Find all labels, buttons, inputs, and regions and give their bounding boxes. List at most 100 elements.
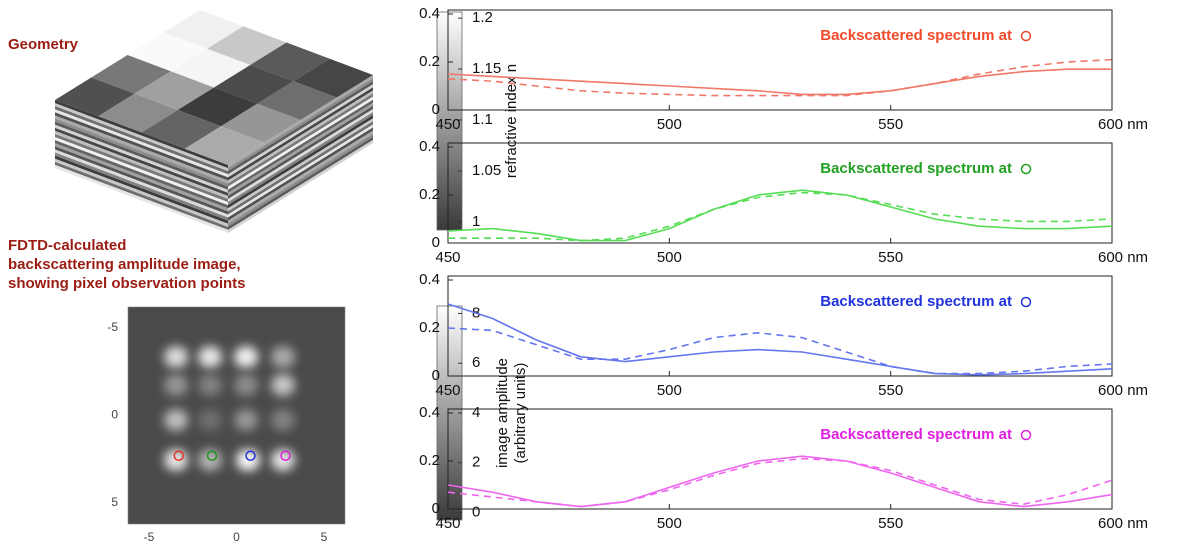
spectrum-line	[447, 457, 1113, 508]
panel-label: backscattering amplitude image,	[8, 256, 241, 273]
observation-point	[173, 450, 184, 461]
y-tick-label: 0	[111, 408, 118, 422]
colorbar	[436, 11, 463, 231]
side-stripe	[55, 152, 228, 221]
side-stripe	[228, 84, 373, 178]
image-blob	[164, 409, 188, 431]
annotation-marker	[1020, 30, 1032, 42]
x-tick-label: 500	[657, 382, 682, 399]
side-stripe	[228, 118, 373, 212]
x-tick-label: 550	[878, 382, 903, 399]
side-stripe	[55, 103, 228, 172]
side-stripe	[228, 102, 373, 196]
side-stripe	[55, 112, 228, 181]
panel-label: FDTD-calculated	[8, 237, 126, 254]
side-stripe	[228, 87, 373, 181]
top-cell	[250, 42, 330, 82]
colorbar-tick-label: 4	[472, 404, 480, 421]
side-stripe	[228, 112, 373, 206]
side-stripe	[55, 115, 228, 184]
image-blob	[234, 374, 258, 396]
colorbar-tick-label: 0	[472, 504, 480, 521]
side-stripe	[228, 81, 373, 175]
top-cell	[184, 126, 265, 165]
x-tick-label: 600 nm	[1098, 249, 1148, 266]
x-tick-label: 500	[657, 249, 682, 266]
panel-label: showing pixel observation points	[8, 275, 246, 292]
spectrum-line	[447, 455, 1113, 508]
y-tick-label: 0.2	[419, 53, 440, 70]
side-stripe	[228, 109, 373, 203]
observation-point	[280, 450, 291, 461]
side-stripe	[228, 75, 373, 169]
x-tick-label: 5	[321, 530, 328, 544]
y-tick-label: 0	[432, 500, 440, 517]
colorbar-tick-label: 1	[472, 213, 480, 230]
image-blob	[164, 374, 188, 396]
image-blob	[271, 374, 295, 396]
top-cell	[134, 71, 214, 110]
y-tick-label: 0	[432, 101, 440, 118]
spectrum-line	[447, 327, 1113, 375]
y-tick-label: 0.4	[419, 138, 440, 155]
side-stripe	[228, 78, 373, 172]
side-stripe	[55, 140, 228, 209]
x-tick-label: 600 nm	[1098, 515, 1148, 532]
y-tick-label: 0.4	[419, 5, 440, 22]
top-cell	[214, 65, 294, 104]
y-tick-label: 0.2	[419, 319, 440, 336]
colorbar-tick-label: 1.2	[472, 9, 493, 26]
x-tick-label: 550	[878, 249, 903, 266]
side-stripe	[55, 137, 228, 206]
top-cell	[257, 81, 337, 120]
side-stripe	[228, 133, 373, 227]
image-blob	[271, 409, 295, 431]
side-stripe	[228, 96, 373, 190]
side-stripe	[55, 149, 228, 218]
image-blob	[271, 346, 295, 368]
side-stripe	[228, 93, 373, 187]
colorbar-label: refractive index n	[503, 64, 520, 178]
x-tick-label: 550	[878, 515, 903, 532]
top-cell	[127, 32, 207, 72]
x-tick-label: 600 nm	[1098, 116, 1148, 133]
y-tick-label: 0.4	[419, 271, 440, 288]
annotation-marker	[1020, 163, 1032, 175]
top-cell	[170, 48, 251, 88]
image-blob	[164, 346, 188, 368]
image-blob	[198, 346, 222, 368]
side-stripe	[55, 124, 228, 193]
y-tick-label: 5	[111, 495, 118, 509]
side-stripe	[55, 100, 228, 169]
spectrum-line	[447, 303, 1113, 376]
side-stripe	[228, 121, 373, 215]
x-tick-label: 0	[233, 530, 240, 544]
image-frame	[127, 306, 346, 525]
image-blob	[234, 409, 258, 431]
colorbar-tick-label: 1.1	[472, 111, 493, 128]
side-stripe	[228, 130, 373, 224]
y-tick-label: 0.2	[419, 452, 440, 469]
spectrum-line	[447, 68, 1112, 96]
top-cell	[207, 26, 287, 65]
side-stripe	[228, 124, 373, 218]
x-tick-label: 450	[435, 382, 460, 399]
side-stripe	[55, 158, 228, 227]
y-tick-label: 0	[432, 367, 440, 384]
annotation: Backscattered spectrum at	[820, 160, 1012, 177]
side-stripe	[228, 136, 373, 230]
observation-point	[206, 450, 218, 461]
spectrum-line	[447, 189, 1113, 242]
side-stripe	[55, 161, 228, 230]
side-stripe	[228, 90, 373, 184]
top-cell	[163, 10, 244, 49]
side-stripe	[228, 139, 373, 233]
side-stripe	[228, 115, 373, 209]
x-tick-label: 600 nm	[1098, 382, 1148, 399]
x-tick-label: 450	[435, 249, 460, 266]
image-blob	[234, 346, 258, 368]
observation-point	[245, 450, 256, 461]
x-tick-label: 500	[657, 116, 682, 133]
side-stripe	[55, 155, 228, 224]
side-stripe	[55, 146, 228, 215]
